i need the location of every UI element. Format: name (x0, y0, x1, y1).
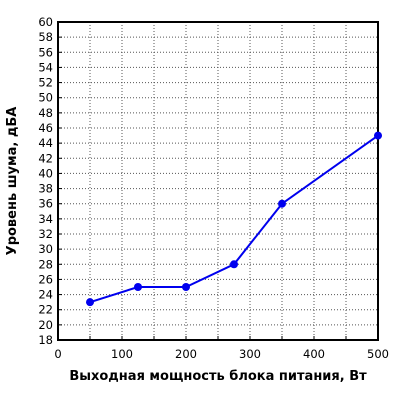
y-tick-label: 38 (38, 182, 53, 196)
y-tick-label: 44 (38, 136, 53, 150)
y-tick-label: 52 (38, 76, 53, 90)
x-tick-label: 500 (367, 347, 389, 361)
data-point (374, 131, 382, 140)
y-tick-label: 28 (38, 257, 53, 271)
y-tick-label: 46 (38, 121, 53, 135)
y-tick-label: 60 (38, 15, 53, 29)
y-tick-label: 34 (38, 212, 53, 226)
y-tick-label: 54 (38, 60, 53, 74)
y-tick-label: 18 (38, 333, 53, 347)
y-tick-label: 24 (38, 288, 53, 302)
x-tick-label: 100 (111, 347, 133, 361)
y-tick-label: 42 (38, 151, 53, 165)
x-tick-label: 400 (303, 347, 325, 361)
y-tick-label: 20 (38, 318, 53, 332)
data-point (182, 283, 190, 291)
y-axis-label: Уровень шума, дБА (5, 107, 20, 256)
x-tick-label: 300 (239, 347, 261, 361)
y-tick-label: 36 (38, 197, 53, 211)
y-tick-label: 48 (38, 106, 53, 120)
y-tick-label: 50 (38, 91, 53, 105)
grid (58, 22, 378, 340)
x-tick-label: 0 (54, 347, 61, 361)
series (86, 131, 382, 307)
data-point (134, 283, 142, 291)
y-tick-label: 40 (38, 166, 53, 180)
y-tick-label: 56 (38, 45, 53, 59)
x-tick-label: 200 (175, 347, 197, 361)
y-tick-label: 32 (38, 227, 53, 241)
data-point (230, 260, 238, 269)
data-point (278, 199, 286, 208)
y-tick-label: 26 (38, 272, 53, 286)
x-axis-label: Выходная мощность блока питания, Вт (69, 369, 367, 384)
series-line (89, 134, 379, 304)
y-tick-label: 30 (38, 242, 53, 256)
data-point (86, 298, 94, 307)
y-tick-label: 22 (38, 303, 53, 317)
y-tick-label: 58 (38, 30, 53, 44)
